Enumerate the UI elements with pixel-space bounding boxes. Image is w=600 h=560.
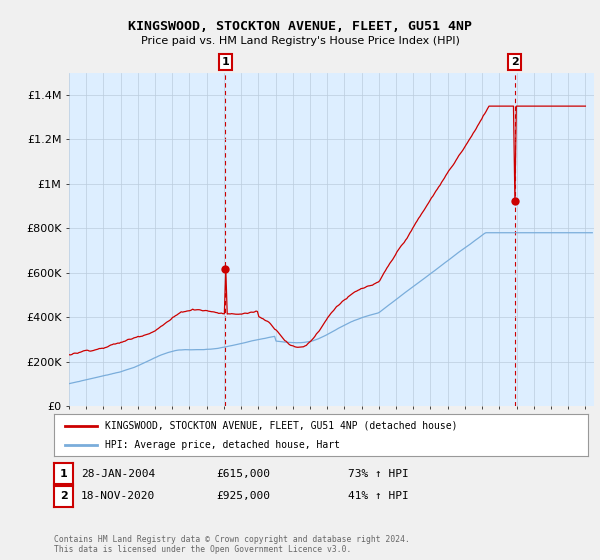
Text: 2: 2	[511, 57, 518, 67]
Text: 1: 1	[60, 469, 67, 479]
Text: 28-JAN-2004: 28-JAN-2004	[81, 469, 155, 479]
Text: £615,000: £615,000	[216, 469, 270, 479]
Text: 2: 2	[60, 491, 67, 501]
Text: Contains HM Land Registry data © Crown copyright and database right 2024.
This d: Contains HM Land Registry data © Crown c…	[54, 535, 410, 554]
Text: 1: 1	[221, 57, 229, 67]
Text: Price paid vs. HM Land Registry's House Price Index (HPI): Price paid vs. HM Land Registry's House …	[140, 36, 460, 46]
Text: 73% ↑ HPI: 73% ↑ HPI	[348, 469, 409, 479]
Text: HPI: Average price, detached house, Hart: HPI: Average price, detached house, Hart	[105, 440, 340, 450]
Text: £925,000: £925,000	[216, 491, 270, 501]
Text: KINGSWOOD, STOCKTON AVENUE, FLEET, GU51 4NP: KINGSWOOD, STOCKTON AVENUE, FLEET, GU51 …	[128, 20, 472, 32]
Text: KINGSWOOD, STOCKTON AVENUE, FLEET, GU51 4NP (detached house): KINGSWOOD, STOCKTON AVENUE, FLEET, GU51 …	[105, 421, 457, 431]
Text: 41% ↑ HPI: 41% ↑ HPI	[348, 491, 409, 501]
Text: 18-NOV-2020: 18-NOV-2020	[81, 491, 155, 501]
